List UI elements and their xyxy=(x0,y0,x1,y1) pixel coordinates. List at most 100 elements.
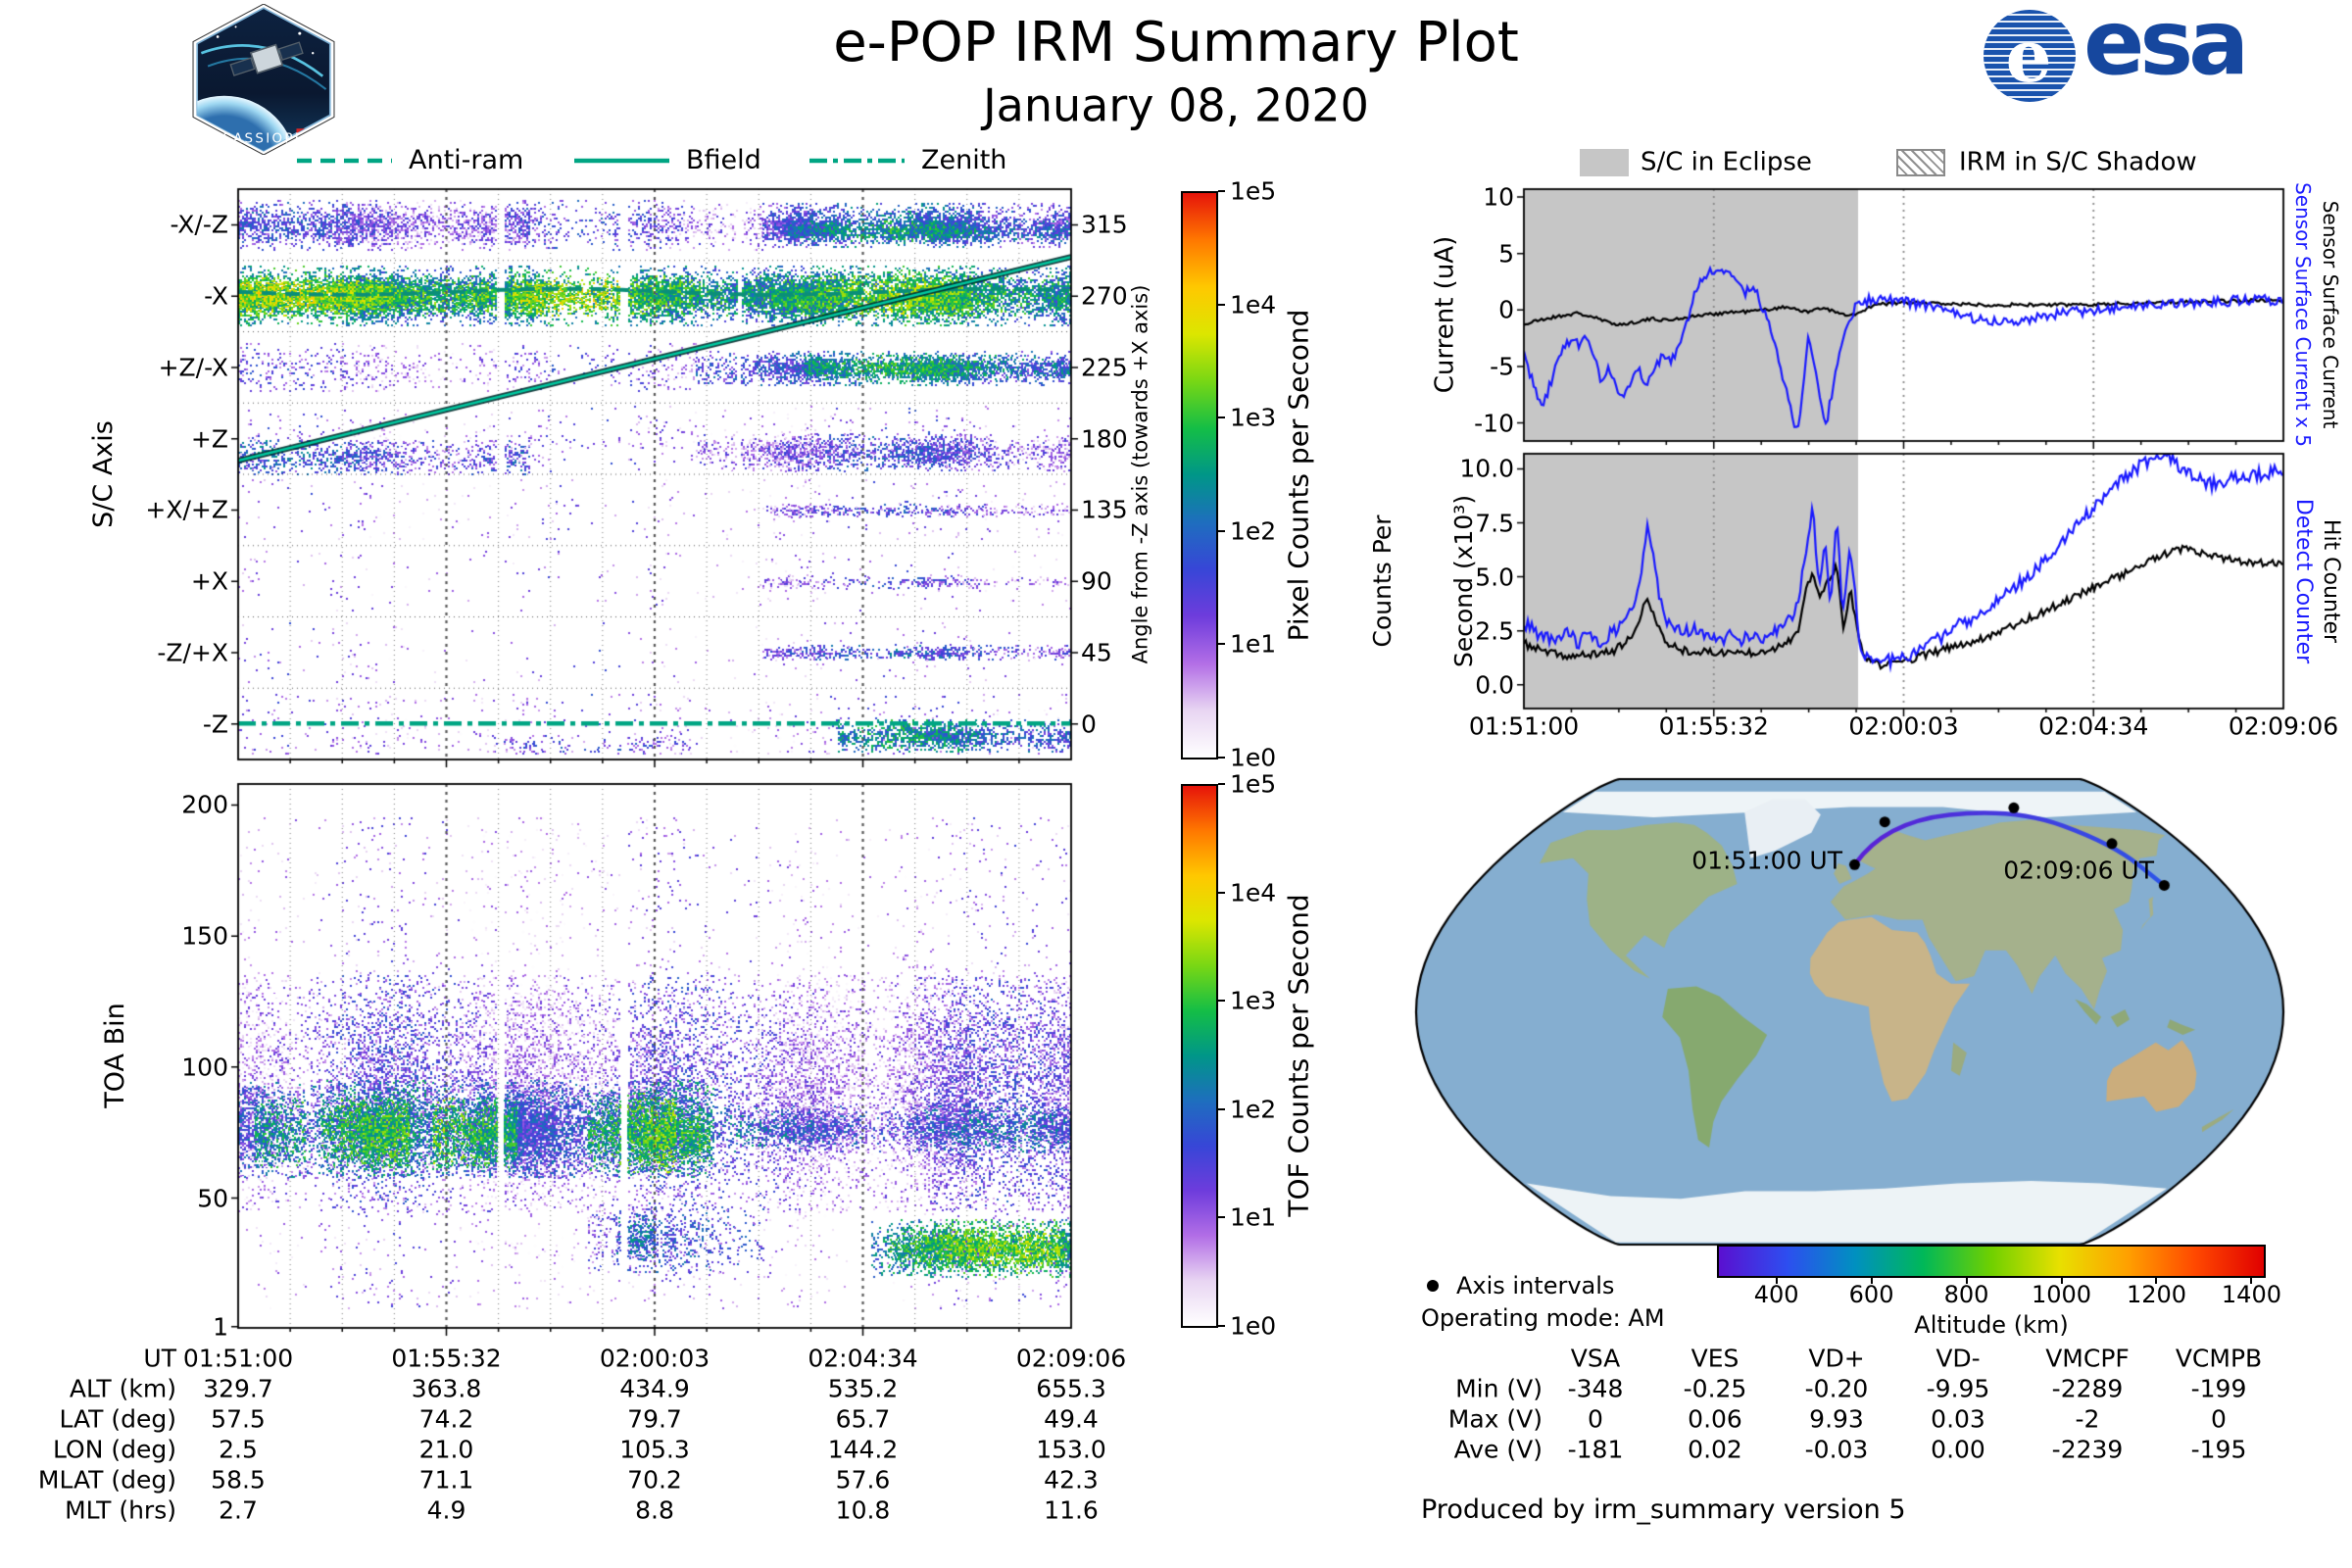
colorbar-tick-label: 1e4 xyxy=(1230,289,1277,318)
legend-line-zenith xyxy=(809,158,905,164)
voltage-col-header: VES xyxy=(1690,1344,1740,1373)
produced-by-footer: Produced by irm_summary version 5 xyxy=(1421,1494,1906,1526)
voltage-value: -0.03 xyxy=(1804,1435,1869,1464)
eclipse-legend-label: S/C in Eclipse xyxy=(1641,147,1812,177)
colorbar-tick-mark xyxy=(1218,303,1225,306)
angle-tick-label: 90 xyxy=(1081,566,1112,596)
voltage-value: -9.95 xyxy=(1926,1374,1990,1403)
altitude-tick-mark xyxy=(1870,1278,1873,1284)
world-map-canvas xyxy=(1411,774,2288,1250)
ephemeris-value: 105.3 xyxy=(619,1435,690,1464)
voltage-value: -195 xyxy=(2190,1435,2247,1464)
y-tick-label: 10 xyxy=(1483,182,1514,212)
time-tick-label: 02:09:06 xyxy=(2228,711,2339,741)
altitude-tick-mark xyxy=(1775,1278,1778,1284)
ephemeris-value: 65.7 xyxy=(835,1404,891,1434)
colorbar-tick-mark xyxy=(1218,1216,1225,1219)
altitude-tick-mark xyxy=(2155,1278,2158,1284)
voltage-value: 0.06 xyxy=(1688,1404,1742,1434)
ephemeris-value: 57.5 xyxy=(211,1404,266,1434)
current-plot-canvas xyxy=(1512,177,2295,453)
colorbar-tick-mark xyxy=(1218,757,1225,759)
current-y-label: Current (uA) xyxy=(1430,235,1460,394)
sensor-surface-current-x5-label: Sensor Surface Current x 5 xyxy=(2291,182,2315,447)
page-title: e-POP IRM Summary Plot xyxy=(833,11,1519,75)
colorbar-tick-label: 1e1 xyxy=(1230,1202,1277,1232)
ephemeris-value: 42.3 xyxy=(1044,1465,1099,1494)
colorbar-tick-label: 1e5 xyxy=(1230,769,1277,799)
colorbar-tick-label: 1e0 xyxy=(1230,1311,1277,1341)
voltage-col-header: VMCPF xyxy=(2045,1344,2130,1373)
voltage-value: -2239 xyxy=(2051,1435,2124,1464)
map-end-time-label: 02:09:06 UT xyxy=(2003,856,2154,885)
voltage-value: -199 xyxy=(2190,1374,2247,1403)
colorbar-tick-mark xyxy=(1218,416,1225,419)
altitude-tick-label: 600 xyxy=(1848,1280,1894,1308)
altitude-tick-label: 1200 xyxy=(2126,1280,2187,1308)
colorbar-tick-label: 1e0 xyxy=(1230,743,1277,772)
y-tick-label: 5.0 xyxy=(1475,562,1514,591)
voltage-value: -2289 xyxy=(2051,1374,2124,1403)
ephemeris-value: 655.3 xyxy=(1036,1374,1106,1403)
cassiope-mission-badge: CASSIOPE xyxy=(192,4,335,155)
map-start-time-label: 01:51:00 UT xyxy=(1691,846,1842,875)
ephemeris-value: 79.7 xyxy=(627,1404,682,1434)
voltage-col-header: VD- xyxy=(1936,1344,1981,1373)
sc-axis-tick-label: -Z/+X xyxy=(157,638,228,667)
ephemeris-value: 363.8 xyxy=(411,1374,482,1403)
colorbar-tick-label: 1e3 xyxy=(1230,403,1277,432)
legend-line-anti-ram xyxy=(297,158,392,164)
altitude-tick-label: 1000 xyxy=(2031,1280,2092,1308)
voltage-row-label: Max (V) xyxy=(1447,1404,1543,1434)
toa-tick-label: 1 xyxy=(213,1311,228,1341)
y-tick-label: 0 xyxy=(1498,295,1514,324)
colorbar-tick-mark xyxy=(1218,643,1225,646)
ephemeris-value: 11.6 xyxy=(1044,1495,1099,1525)
ephemeris-value: 144.2 xyxy=(827,1435,899,1464)
ephemeris-value: 153.0 xyxy=(1036,1435,1106,1464)
voltage-value: 9.93 xyxy=(1809,1404,1864,1434)
toa-spectrogram-canvas xyxy=(226,772,1083,1340)
toa-tick-label: 200 xyxy=(181,790,228,819)
voltage-value: -0.20 xyxy=(1804,1374,1869,1403)
sc-axis-tick-label: +Z xyxy=(190,423,228,453)
sc-axis-tick-label: -X/-Z xyxy=(170,210,228,239)
badge-satellite-icon xyxy=(229,41,304,76)
esa-circle-letter: e xyxy=(2005,15,2051,99)
voltage-value: -181 xyxy=(1567,1435,1624,1464)
ephemeris-row-label: ALT (km) xyxy=(69,1374,176,1403)
counts-plot-canvas xyxy=(1512,442,2295,720)
ephemeris-value: 02:00:03 xyxy=(599,1344,710,1373)
angle-tick-label: 225 xyxy=(1081,353,1128,382)
voltage-value: -0.25 xyxy=(1683,1374,1747,1403)
angle-tick-label: 270 xyxy=(1081,281,1128,311)
sc-axis-tick-label: +Z/-X xyxy=(158,353,228,382)
ephemeris-value: 01:55:32 xyxy=(391,1344,502,1373)
ephemeris-value: 71.1 xyxy=(418,1465,474,1494)
ephemeris-value: 2.7 xyxy=(219,1495,258,1525)
altitude-tick-label: 1400 xyxy=(2221,1280,2281,1308)
ephemeris-row-label: LAT (deg) xyxy=(59,1404,176,1434)
operating-mode-label: Operating mode: AM xyxy=(1421,1303,1665,1332)
angle-tick-label: 135 xyxy=(1081,495,1128,524)
ephemeris-value: 74.2 xyxy=(418,1404,474,1434)
altitude-tick-mark xyxy=(2060,1278,2063,1284)
angle-tick-label: 45 xyxy=(1081,638,1112,667)
y-tick-label: 2.5 xyxy=(1475,615,1514,645)
tof-counts-colorbar-label: TOF Counts per Second xyxy=(1282,894,1315,1217)
ephemeris-row-label: MLT (hrs) xyxy=(65,1495,176,1525)
time-tick-label: 01:55:32 xyxy=(1658,711,1769,741)
shadow-legend-swatch xyxy=(1896,149,1945,176)
colorbar-tick-mark xyxy=(1218,529,1225,532)
pixel-counts-colorbar-label: Pixel Counts per Second xyxy=(1282,309,1315,642)
sc-axis-tick-label: +X xyxy=(190,566,228,596)
ephemeris-value: 58.5 xyxy=(211,1465,266,1494)
sc-axis-tick-label: +X/+Z xyxy=(145,495,228,524)
voltage-col-header: VSA xyxy=(1570,1344,1621,1373)
ephemeris-value: 70.2 xyxy=(627,1465,682,1494)
sc-axis-tick-label: -Z xyxy=(202,709,228,738)
voltage-value: -2 xyxy=(2075,1404,2100,1434)
eclipse-legend-swatch xyxy=(1580,149,1629,176)
angle-axis-label: Angle from -Z axis (towards +X axis) xyxy=(1128,284,1152,664)
